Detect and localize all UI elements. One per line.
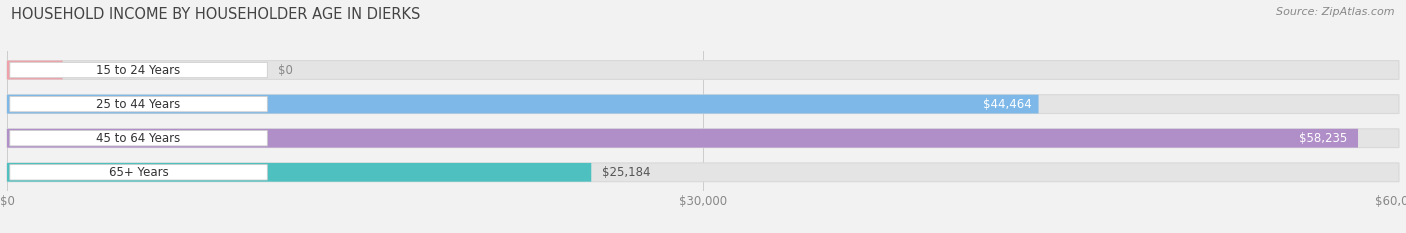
FancyBboxPatch shape (7, 95, 1399, 113)
FancyBboxPatch shape (7, 129, 1358, 147)
FancyBboxPatch shape (7, 61, 63, 79)
FancyBboxPatch shape (7, 129, 1399, 147)
Text: Source: ZipAtlas.com: Source: ZipAtlas.com (1277, 7, 1395, 17)
Text: $58,235: $58,235 (1299, 132, 1347, 145)
Text: 45 to 64 Years: 45 to 64 Years (97, 132, 181, 145)
Text: $44,464: $44,464 (983, 98, 1032, 111)
Text: 65+ Years: 65+ Years (108, 166, 169, 179)
FancyBboxPatch shape (10, 165, 267, 180)
Text: 25 to 44 Years: 25 to 44 Years (97, 98, 181, 111)
FancyBboxPatch shape (7, 95, 1039, 113)
Text: $25,184: $25,184 (602, 166, 651, 179)
FancyBboxPatch shape (10, 62, 267, 78)
FancyBboxPatch shape (7, 163, 592, 182)
FancyBboxPatch shape (7, 163, 1399, 182)
FancyBboxPatch shape (10, 96, 267, 112)
Text: 15 to 24 Years: 15 to 24 Years (97, 64, 181, 76)
Text: HOUSEHOLD INCOME BY HOUSEHOLDER AGE IN DIERKS: HOUSEHOLD INCOME BY HOUSEHOLDER AGE IN D… (11, 7, 420, 22)
Text: $0: $0 (278, 64, 294, 76)
FancyBboxPatch shape (10, 130, 267, 146)
FancyBboxPatch shape (7, 61, 1399, 79)
